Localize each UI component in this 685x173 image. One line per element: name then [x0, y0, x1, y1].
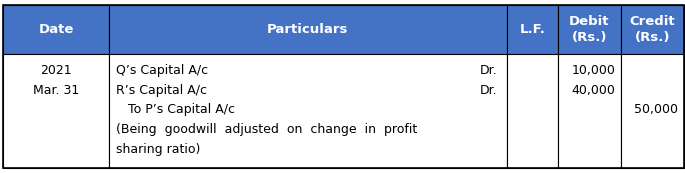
Bar: [109, 54, 507, 168]
Text: To P’s Capital A/c: To P’s Capital A/c: [116, 103, 235, 116]
Bar: [558, 5, 621, 54]
Bar: [3, 5, 109, 54]
Text: R’s Capital A/c: R’s Capital A/c: [116, 84, 207, 97]
Bar: [621, 5, 684, 54]
Text: Particulars: Particulars: [267, 23, 349, 36]
Bar: [621, 54, 684, 168]
Text: Credit
(Rs.): Credit (Rs.): [630, 15, 675, 44]
Text: sharing ratio): sharing ratio): [116, 143, 200, 156]
Bar: [3, 54, 109, 168]
Bar: [558, 54, 621, 168]
Bar: [507, 5, 558, 54]
Text: 10,000: 10,000: [572, 64, 616, 77]
Text: Date: Date: [38, 23, 74, 36]
Bar: [507, 54, 558, 168]
Text: 40,000: 40,000: [572, 84, 616, 97]
Text: Dr.: Dr.: [480, 84, 498, 97]
Text: 2021: 2021: [40, 64, 72, 77]
Text: Dr.: Dr.: [480, 64, 498, 77]
Text: (Being  goodwill  adjusted  on  change  in  profit: (Being goodwill adjusted on change in pr…: [116, 123, 417, 136]
Text: Q’s Capital A/c: Q’s Capital A/c: [116, 64, 208, 77]
Text: L.F.: L.F.: [519, 23, 545, 36]
Bar: [109, 5, 507, 54]
Text: 50,000: 50,000: [634, 103, 678, 116]
Text: Debit
(Rs.): Debit (Rs.): [569, 15, 610, 44]
Text: Mar. 31: Mar. 31: [33, 84, 79, 97]
